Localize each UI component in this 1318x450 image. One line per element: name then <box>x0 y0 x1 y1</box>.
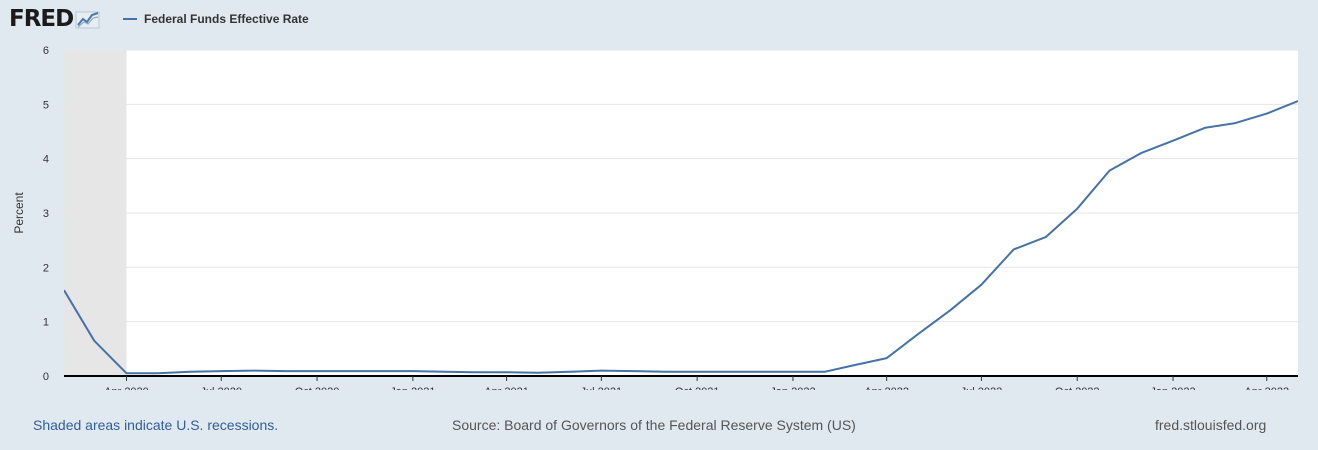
y-tick-label: 4 <box>43 154 49 166</box>
chart-header: FRED Federal Funds Effective Rate <box>0 0 1318 40</box>
chart-area: 0 1 2 3 4 5 6 Percent Apr 2020 Jul 2020 Oct 2020 Ja… <box>0 40 1318 398</box>
y-tick-label: 1 <box>43 317 49 329</box>
x-tick-label: Oct 2021 <box>675 386 720 390</box>
x-tick-label: Jul 2020 <box>200 386 242 390</box>
x-tick-label: Jul 2021 <box>581 386 623 390</box>
x-tick-label: Apr 2023 <box>1244 386 1289 390</box>
source-text: Source: Board of Governors of the Federa… <box>452 417 856 433</box>
y-tick-label: 3 <box>43 208 49 220</box>
chart-line-icon <box>75 11 100 29</box>
legend-label: Federal Funds Effective Rate <box>144 12 309 26</box>
y-tick-label: 0 <box>43 371 49 383</box>
x-tick-label: Apr 2022 <box>864 386 909 390</box>
x-tick-label: Apr 2020 <box>104 386 149 390</box>
x-tick-label: Jul 2022 <box>961 386 1003 390</box>
recession-note-link[interactable]: Shaded areas indicate U.S. recessions. <box>33 417 279 433</box>
fred-logo[interactable]: FRED <box>9 6 101 32</box>
x-tick-label: Jan 2022 <box>770 386 815 390</box>
series-line <box>64 100 1298 375</box>
x-tick-label: Oct 2022 <box>1055 386 1100 390</box>
x-tick-label: Oct 2020 <box>295 386 340 390</box>
chart-legend: Federal Funds Effective Rate <box>123 12 309 26</box>
site-link[interactable]: fred.stlouisfed.org <box>1155 417 1267 433</box>
y-tick-label: 5 <box>43 99 49 111</box>
x-tick-label: Jan 2021 <box>390 386 435 390</box>
x-tick-label: Jan 2023 <box>1150 386 1195 390</box>
legend-swatch <box>123 18 137 20</box>
fred-logo-text: FRED <box>9 6 74 32</box>
y-tick-label: 2 <box>43 262 49 274</box>
x-tick-label: Apr 2021 <box>484 386 529 390</box>
y-tick-label: 6 <box>43 45 49 57</box>
line-chart: 0 1 2 3 4 5 6 Percent Apr 2020 Jul 2020 Oct 2020 Ja… <box>12 45 1298 398</box>
y-axis-title: Percent <box>12 192 26 234</box>
